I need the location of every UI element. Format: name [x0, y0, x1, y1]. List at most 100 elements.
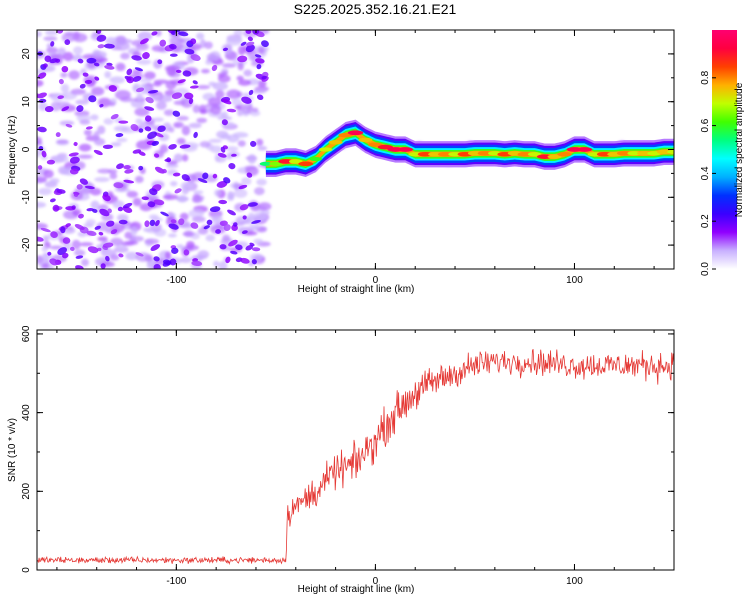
noise-blob: [58, 78, 64, 85]
noise-blob: [144, 238, 160, 245]
ridge-peak: [667, 149, 674, 155]
spectrogram-frame: [36, 29, 675, 270]
noise-blob: [208, 138, 223, 143]
noise-blob: [37, 126, 47, 133]
noise-blob: [100, 263, 106, 269]
noise-blob: [110, 114, 119, 120]
noise-blob: [226, 108, 237, 113]
noise-blob: [125, 251, 139, 261]
noise-blob: [182, 70, 192, 77]
noise-blob: [215, 229, 222, 234]
noise-blob: [151, 31, 158, 36]
ridge-peak: [477, 151, 493, 156]
noise-blob: [159, 39, 167, 47]
noise-blob: [69, 156, 80, 164]
noise-blob: [97, 236, 108, 242]
noise-blob: [116, 214, 129, 222]
noise-blob: [174, 188, 182, 194]
colorbar-tick-label: 0.2: [700, 214, 711, 228]
noise-blob: [214, 189, 221, 197]
noise-blob: [110, 237, 124, 246]
noise-blob: [217, 116, 233, 121]
noise-blob: [116, 137, 128, 143]
noise-blob: [94, 76, 100, 81]
noise-blob: [76, 184, 83, 190]
noise-blob: [248, 224, 261, 231]
noise-blob: [73, 141, 78, 146]
noise-blob: [183, 230, 194, 238]
noise-blob: [132, 75, 142, 82]
noise-blob: [152, 117, 164, 122]
noise-blob: [171, 92, 183, 99]
ridge-peak: [318, 147, 333, 152]
noise-blob: [43, 169, 54, 179]
noise-blob: [153, 199, 165, 206]
noise-blob: [251, 259, 257, 265]
snr-ylabel: SNR (10 * v/v): [7, 418, 18, 482]
noise-blob: [46, 159, 56, 165]
noise-blob: [99, 103, 104, 108]
noise-blob: [173, 100, 186, 106]
noise-blob: [140, 84, 150, 95]
x-tick-label: -100: [166, 576, 186, 587]
noise-blob: [236, 75, 244, 81]
noise-blob: [91, 86, 105, 96]
y-tick-label: 0: [21, 146, 32, 152]
noise-blob: [110, 142, 122, 147]
noise-blob: [256, 64, 262, 70]
noise-blob: [173, 153, 184, 163]
noise-blob: [212, 82, 229, 91]
noise-blob: [183, 249, 190, 256]
noise-blob: [209, 206, 221, 213]
noise-blob: [57, 95, 64, 100]
noise-blob: [132, 197, 142, 207]
noise-blob: [120, 52, 130, 60]
noise-blob: [220, 146, 226, 153]
y-tick-label: -20: [21, 237, 32, 252]
noise-blob: [50, 231, 58, 239]
ridge-peak: [448, 152, 462, 157]
noise-blob: [46, 46, 58, 54]
noise-blob: [160, 211, 169, 217]
snr-xlabel: Height of straight line (km): [298, 584, 415, 595]
noise-blob: [93, 149, 103, 156]
noise-blob: [91, 50, 107, 59]
noise-blob: [147, 131, 158, 140]
snr-panel: -100 0 100 0 200 400 600 Height of straight li…: [7, 325, 675, 595]
ridge-peak: [587, 152, 602, 157]
noise-blob: [190, 222, 199, 229]
noise-blob: [38, 187, 52, 196]
noise-blob: [167, 233, 177, 238]
noise-blob: [71, 205, 76, 210]
noise-blob: [203, 225, 210, 230]
noise-blob: [205, 59, 213, 66]
noise-blob: [168, 43, 177, 50]
ridge-peak: [408, 152, 423, 157]
noise-blob: [192, 216, 206, 223]
noise-blob: [247, 202, 258, 207]
noise-blob: [251, 219, 261, 224]
noise-blob: [135, 42, 149, 51]
noise-blob: [138, 165, 144, 171]
noise-blob: [179, 144, 191, 149]
ridge-peak: [627, 151, 641, 156]
noise-blob: [199, 141, 211, 148]
noise-blob: [41, 246, 49, 252]
noise-blob: [164, 251, 172, 260]
noise-blob: [257, 80, 267, 88]
noise-blob: [211, 64, 218, 72]
noise-blob: [40, 155, 49, 160]
noise-blob: [249, 110, 261, 117]
ridge-peak: [547, 154, 562, 159]
noise-blob: [135, 118, 144, 125]
noise-blob: [217, 152, 227, 158]
noise-blob: [121, 241, 135, 246]
noise-blob: [219, 244, 227, 250]
noise-blob: [124, 231, 133, 239]
noise-blob: [241, 96, 252, 104]
noise-blob: [114, 41, 131, 51]
noise-blob: [191, 196, 204, 204]
noise-blob: [162, 194, 179, 200]
noise-blob: [94, 176, 110, 183]
noise-blob: [102, 144, 113, 149]
